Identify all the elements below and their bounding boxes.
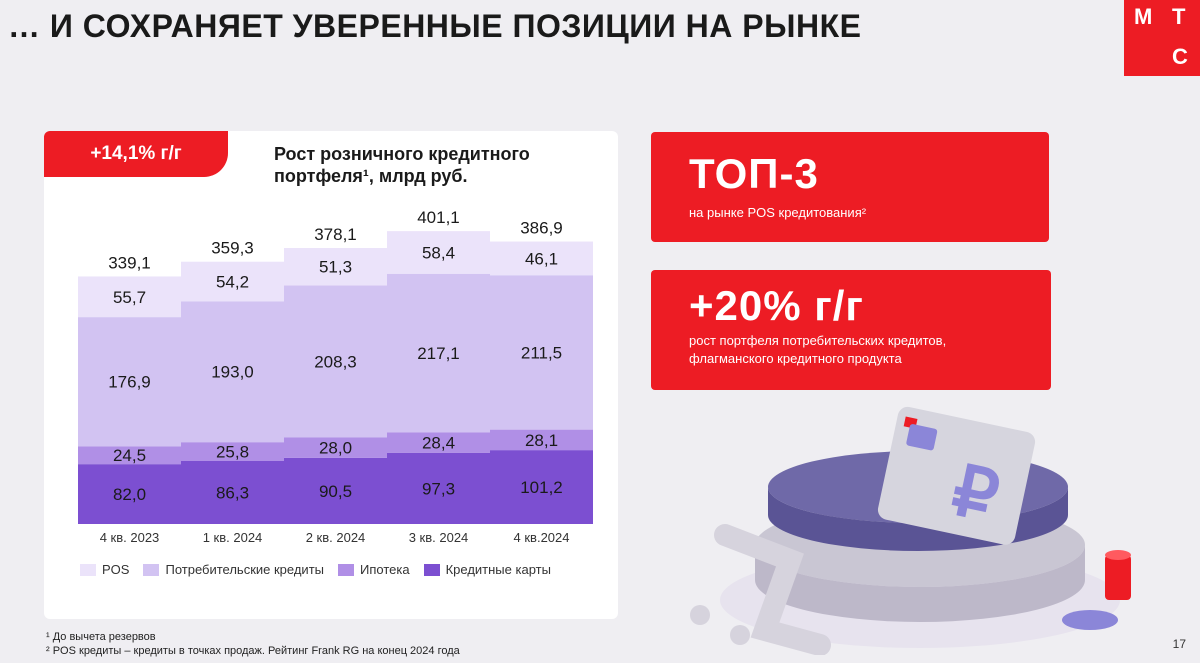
data-label: 208,3 (314, 352, 357, 371)
bar-segment (78, 446, 181, 465)
chart-card: +14,1% г/г Рост розничного кредитного по… (44, 131, 618, 619)
bar-segment (490, 450, 593, 524)
x-tick-label: 2 кв. 2024 (306, 530, 366, 545)
growth-badge: +14,1% г/г (44, 131, 228, 177)
data-label: 51,3 (319, 258, 352, 277)
data-label: 211,5 (521, 343, 562, 362)
growth-headline: +20% г/г (689, 282, 864, 329)
total-label: 359,3 (211, 239, 254, 258)
bar-segment (284, 437, 387, 458)
legend-item: Потребительские кредиты (143, 562, 324, 577)
legend-swatch (80, 563, 96, 576)
data-label: 25,8 (216, 443, 249, 462)
legend-item: Кредитные карты (423, 562, 551, 577)
credit-card-illustration: ₽ (690, 406, 1131, 655)
bar-segment (181, 442, 284, 462)
bar-segment (78, 317, 181, 447)
x-tick-label: 3 кв. 2024 (409, 530, 469, 545)
data-label: 101,2 (520, 478, 563, 497)
total-label: 386,9 (520, 219, 563, 238)
data-label: 217,1 (417, 344, 460, 363)
footnotes: ¹ До вычета резервов ² POS кредиты – кре… (46, 630, 460, 658)
data-label: 54,2 (216, 272, 249, 291)
x-tick-label: 4 кв. 2023 (100, 530, 160, 545)
bar-segment (284, 247, 387, 286)
data-label: 86,3 (216, 484, 249, 503)
total-label: 378,1 (314, 225, 357, 244)
bar-segment (490, 429, 593, 451)
data-label: 193,0 (211, 363, 254, 382)
bar-segment (181, 461, 284, 524)
legend-item: POS (80, 562, 129, 577)
bar-segment (181, 301, 284, 443)
chart-title: Рост розничного кредитного портфеля¹, мл… (274, 143, 594, 187)
bar-segment (387, 231, 490, 274)
legend-swatch (338, 563, 354, 576)
bar-segment (387, 432, 490, 453)
footnote: ¹ До вычета резервов (46, 631, 156, 643)
data-label: 28,1 (525, 431, 558, 450)
bar-segment (284, 285, 387, 438)
logo-letter: Т (1172, 4, 1186, 29)
legend-item: Ипотека (338, 562, 410, 577)
data-label: 28,4 (422, 434, 455, 453)
top3-caption: на рынке POS кредитования² (689, 205, 867, 220)
total-label: 339,1 (108, 253, 151, 272)
data-label: 97,3 (422, 479, 455, 498)
top3-card: ТОП-3 на рынке POS кредитования² (651, 132, 1049, 242)
x-tick-label: 1 кв. 2024 (203, 530, 263, 545)
footnote: ² POS кредиты – кредиты в точках продаж.… (46, 645, 460, 657)
data-label: 55,7 (113, 288, 146, 307)
bar-segment (490, 275, 593, 430)
bar-segment (387, 452, 490, 524)
growth-caption: рост портфеля потребительских кредитов, … (689, 333, 947, 366)
logo-letter: М (1134, 4, 1153, 29)
chart-title-line: портфеля¹, млрд руб. (274, 166, 468, 186)
page-number: 17 (1172, 637, 1186, 651)
stacked-bar-chart: 82,0 24,5 176,9 55,7 339,1 4 кв. 2023 86,3 25,8… (78, 208, 593, 545)
chart-legend: POS Потребительские кредиты Ипотека Кредитн… (80, 562, 551, 577)
bar-segment (490, 241, 593, 276)
data-label: 58,4 (422, 243, 455, 262)
data-label: 176,9 (108, 373, 151, 392)
legend-label: Потребительские кредиты (165, 562, 324, 577)
bar-segment (181, 261, 284, 302)
data-label: 28,0 (319, 439, 352, 458)
data-label: 90,5 (319, 482, 352, 501)
chart-title-line: Рост розничного кредитного (274, 144, 530, 164)
legend-label: POS (102, 562, 130, 577)
data-label: 46,1 (525, 249, 558, 268)
mts-logo: М Т С (1124, 0, 1200, 76)
page-title: … И СОХРАНЯЕТ УВЕРЕННЫЕ ПОЗИЦИИ НА РЫНКЕ (8, 8, 862, 44)
x-tick-label: 4 кв.2024 (514, 530, 570, 545)
legend-label: Кредитные карты (445, 562, 551, 577)
bar-segment (78, 276, 181, 318)
total-label: 401,1 (417, 208, 460, 227)
bar-segment (387, 273, 490, 433)
data-label: 82,0 (113, 485, 146, 504)
legend-swatch (423, 563, 440, 576)
bar-segment (78, 464, 181, 524)
growth-card: +20% г/г рост портфеля потребительских к… (651, 270, 1051, 390)
legend-swatch (143, 563, 160, 576)
bar-segment (284, 457, 387, 524)
top3-headline: ТОП-3 (689, 150, 819, 197)
logo-letter: С (1172, 44, 1188, 69)
legend-label: Ипотека (360, 562, 410, 577)
data-label: 24,5 (113, 446, 146, 465)
